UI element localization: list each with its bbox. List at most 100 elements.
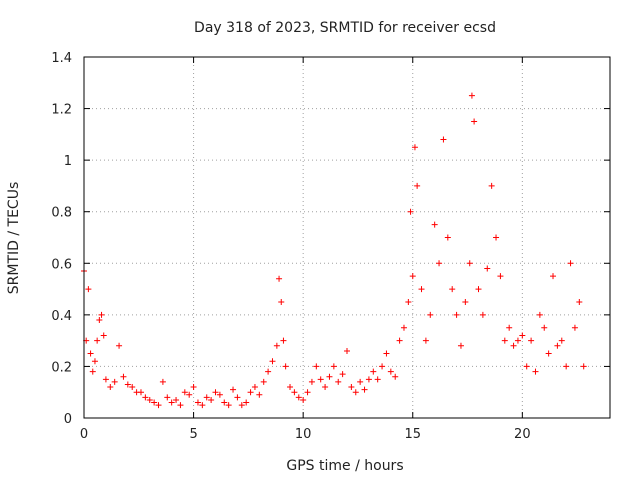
data-point [317, 376, 324, 383]
data-point [186, 391, 193, 398]
data-point [506, 324, 513, 331]
data-point [322, 384, 329, 391]
data-point [440, 136, 447, 143]
data-point [558, 337, 565, 344]
data-point [348, 384, 355, 391]
data-point [151, 399, 158, 406]
y-axis-label: SRMTID / TECUs [6, 182, 22, 295]
data-point [120, 373, 127, 380]
data-point [98, 311, 105, 318]
data-point [580, 363, 587, 370]
data-point [462, 298, 469, 305]
data-point [479, 311, 486, 318]
chart-title: Day 318 of 2023, SRMTID for receiver ecs… [194, 20, 496, 36]
data-point [216, 391, 223, 398]
data-point [168, 399, 175, 406]
data-point [449, 286, 456, 293]
x-tick-label: 20 [514, 427, 531, 442]
data-point [466, 260, 473, 267]
tick-labels: 0 5 10 15 20 0 0.2 0.4 0.6 0.8 1 1.2 1.4 [51, 51, 530, 442]
data-point [276, 275, 283, 282]
y-tick-label: 1.4 [51, 51, 72, 66]
data-point [159, 378, 166, 385]
data-point [247, 389, 254, 396]
data-point [111, 378, 118, 385]
data-point [234, 394, 241, 401]
data-point [107, 384, 114, 391]
y-tick-label: 0.8 [51, 206, 72, 221]
grid [84, 57, 610, 418]
data-point [251, 384, 258, 391]
data-point [471, 118, 478, 125]
x-tick-label: 0 [80, 427, 88, 442]
data-point [260, 378, 267, 385]
data-point [280, 337, 287, 344]
data-point [330, 363, 337, 370]
data-point [164, 394, 171, 401]
data-point [431, 221, 438, 228]
data-point [576, 298, 583, 305]
data-point [155, 402, 162, 409]
data-point [208, 396, 215, 403]
x-tick-label: 10 [295, 427, 312, 442]
data-point [374, 376, 381, 383]
y-tick-label: 0.2 [51, 360, 72, 375]
data-point [89, 368, 96, 375]
data-point [422, 337, 429, 344]
data-point [173, 396, 180, 403]
data-point [269, 358, 276, 365]
y-tick-label: 0.6 [51, 257, 72, 272]
data-point [528, 337, 535, 344]
data-point [212, 389, 219, 396]
data-point [405, 298, 412, 305]
data-point [379, 363, 386, 370]
data-point [357, 378, 364, 385]
data-point [571, 324, 578, 331]
data-point [523, 363, 530, 370]
data-point [137, 389, 144, 396]
data-point [326, 373, 333, 380]
data-point [497, 273, 504, 280]
data-point [221, 399, 228, 406]
y-tick-label: 1 [64, 154, 72, 169]
data-point [484, 265, 491, 272]
data-point [501, 337, 508, 344]
data-point [100, 332, 107, 339]
data-point [532, 368, 539, 375]
data-point [313, 363, 320, 370]
data-point [278, 298, 285, 305]
data-point [567, 260, 574, 267]
data-point [265, 368, 272, 375]
data-point [230, 386, 237, 393]
data-point [352, 389, 359, 396]
data-point [427, 311, 434, 318]
data-point [225, 402, 232, 409]
data-point [541, 324, 548, 331]
data-point [550, 273, 557, 280]
data-point [400, 324, 407, 331]
data-point [409, 273, 416, 280]
data-point [87, 350, 94, 357]
y-tick-label: 1.2 [51, 103, 72, 118]
data-point [243, 399, 250, 406]
data-point [116, 342, 123, 349]
data-point [96, 317, 103, 324]
data-point [392, 373, 399, 380]
data-point [287, 384, 294, 391]
data-point [365, 376, 372, 383]
data-point [85, 286, 92, 293]
data-point [308, 378, 315, 385]
data-point [102, 376, 109, 383]
data-point [203, 394, 210, 401]
data-point [94, 337, 101, 344]
data-point [418, 286, 425, 293]
data-point [291, 389, 298, 396]
data-point [387, 368, 394, 375]
data-point [414, 182, 421, 189]
data-point [194, 399, 201, 406]
x-tick-label: 5 [189, 427, 197, 442]
data-point [457, 342, 464, 349]
data-point [361, 386, 368, 393]
data-point [300, 396, 307, 403]
